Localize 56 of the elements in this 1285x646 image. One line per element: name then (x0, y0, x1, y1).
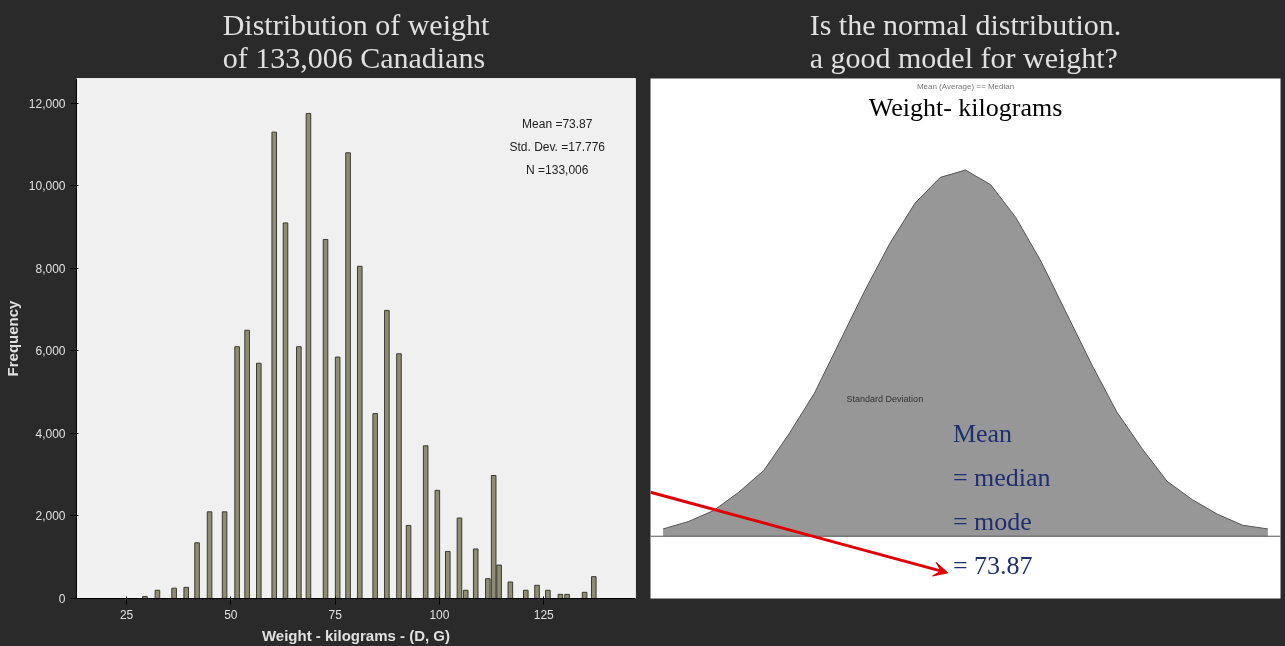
bar (305, 113, 312, 599)
bar (334, 356, 341, 599)
text: = 73.87 (952, 551, 1033, 581)
bar (206, 511, 213, 599)
bar (522, 589, 529, 599)
y-tick-label: 2,000 (35, 509, 66, 524)
bar (545, 589, 551, 599)
x-tick-label: 100 (429, 607, 450, 622)
bar (142, 595, 148, 599)
bar (221, 511, 228, 599)
bar (271, 131, 278, 599)
bar (345, 152, 351, 599)
annotation: = median (952, 463, 1051, 493)
bar (581, 591, 588, 599)
bar (356, 265, 363, 599)
bar (590, 576, 597, 599)
annotation: Mean (952, 419, 1013, 449)
bar (422, 445, 429, 599)
annotation: Standard Deviation (846, 394, 924, 405)
bar (472, 548, 479, 599)
bar (183, 586, 190, 599)
bar (234, 346, 240, 599)
y-tick-label: 0 (58, 592, 66, 606)
annotation: N =133,006 (526, 163, 589, 178)
bar (534, 584, 540, 599)
y-tick-label: 10,000 (28, 179, 66, 194)
x-tick-label: 75 (328, 607, 343, 622)
chart-subtitle: Weight- kilograms (868, 93, 1063, 123)
y-axis-title: Frequency (3, 299, 21, 377)
bar (372, 413, 378, 599)
chart-title: Distribution of weight of 133,006 Canadians (222, 7, 490, 74)
y-tick-label: 6,000 (35, 344, 66, 359)
annotation: Mean =73.87 (522, 116, 593, 131)
text: Mean (Average) == Median (916, 82, 1015, 92)
annotation: Std. Dev. =17.776 (509, 139, 606, 154)
bar (507, 581, 514, 599)
bar (444, 550, 451, 599)
bar (244, 329, 250, 599)
x-tick-label: 25 (119, 607, 134, 622)
y-tick-label: 4,000 (35, 426, 66, 441)
x-tick-label: 125 (533, 607, 555, 622)
bar (296, 346, 302, 599)
bar (396, 353, 402, 599)
y-tick-label: 12,000 (28, 96, 66, 111)
bar (194, 542, 200, 599)
x-tick-label: 50 (224, 607, 238, 622)
y-tick-label: 8,000 (35, 261, 66, 276)
bar (384, 309, 390, 599)
bar (434, 489, 441, 599)
bar (171, 587, 177, 599)
x-axis-title: Weight - kilograms - (D, G) (261, 626, 451, 644)
annotation: = mode (952, 507, 1032, 537)
chart-title: Is the normal distribution. a good model for weight? (809, 7, 1122, 74)
bar (256, 362, 262, 599)
bar (405, 524, 412, 599)
bar (154, 589, 161, 599)
